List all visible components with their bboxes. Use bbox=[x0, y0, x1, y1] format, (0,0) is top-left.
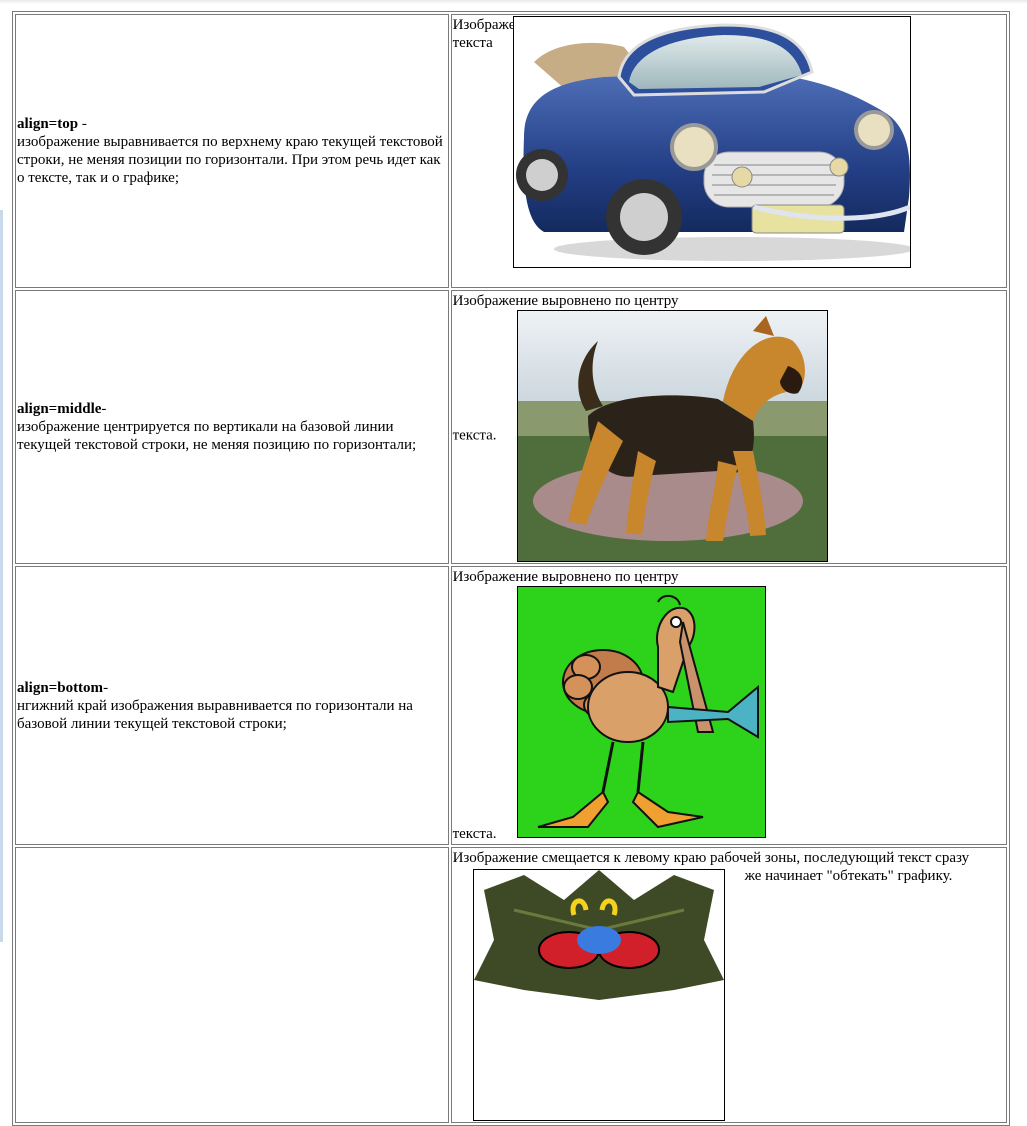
table-row: align=top - изображение выравнивается по… bbox=[15, 14, 1007, 288]
description-cell: align=top - изображение выравнивается по… bbox=[15, 14, 449, 288]
demo-caption: Изображение выровнено по центру bbox=[452, 569, 679, 585]
demo-text-tail: же начинает "обтекать" графику. bbox=[744, 868, 953, 884]
table-row: align=middle- изображение центрируется п… bbox=[15, 290, 1007, 564]
align-keyword: align=middle bbox=[17, 401, 102, 417]
car-icon bbox=[512, 16, 911, 268]
demo-cell: Изображение выровнено по центру текста. bbox=[450, 290, 1007, 564]
demo-cell: Изображение выровнено по верхутекста bbox=[450, 14, 1007, 288]
demo-caption: Изображение смещается к левому краю рабо… bbox=[452, 850, 970, 866]
dog-icon bbox=[516, 310, 828, 562]
description-cell: align=middle- изображение центрируется п… bbox=[15, 290, 449, 564]
align-description: изображение центрируется по вертикали на… bbox=[17, 419, 417, 453]
demo-text-tail: текста. bbox=[452, 826, 497, 842]
description-cell bbox=[15, 847, 449, 1123]
demo-cell: Изображение выровнено по центру текста. bbox=[450, 566, 1007, 845]
keyword-separator: - bbox=[101, 401, 107, 417]
align-description: изображение выравнивается по верхнему кр… bbox=[17, 134, 443, 186]
table-row: align=bottom- нгижний край изображения в… bbox=[15, 566, 1007, 845]
keyword-separator: - bbox=[103, 679, 109, 696]
left-scroll-edge bbox=[0, 210, 3, 942]
demo-text-tail: текста. bbox=[452, 427, 497, 444]
demo-caption: Изображение выровнено по центру bbox=[452, 293, 679, 309]
keyword-separator: - bbox=[78, 116, 87, 132]
demo-cell: Изображение смещается к левому краю рабо… bbox=[450, 847, 1007, 1123]
align-keyword: align=bottom bbox=[17, 679, 104, 696]
align-examples-table: align=top - изображение выравнивается по… bbox=[12, 11, 1010, 1126]
table-row: Изображение смещается к левому краю рабо… bbox=[15, 847, 1007, 1123]
leaf-bug-icon bbox=[472, 869, 725, 1121]
align-keyword: align=top bbox=[17, 116, 79, 132]
description-cell: align=bottom- нгижний край изображения в… bbox=[15, 566, 449, 845]
turkey-icon bbox=[516, 586, 766, 838]
window-top-edge bbox=[0, 0, 1027, 4]
demo-text-tail: текста bbox=[452, 35, 493, 51]
align-description: нгижний край изображения выравнивается п… bbox=[17, 697, 413, 732]
